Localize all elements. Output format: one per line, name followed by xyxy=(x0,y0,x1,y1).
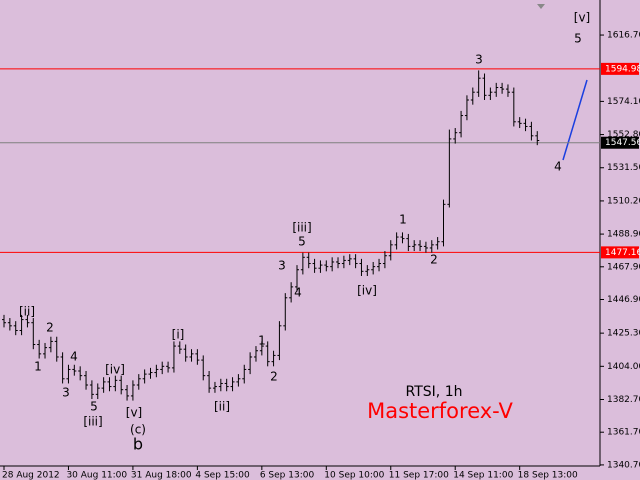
wave-label: 3 xyxy=(62,386,70,400)
chart-title: RTSI, 1h xyxy=(406,384,463,400)
wave-label: 2 xyxy=(430,253,438,267)
y-tick-label: 1531.50 xyxy=(607,163,640,173)
wave-label: [iv] xyxy=(105,363,125,377)
wave-label: 2 xyxy=(270,370,278,384)
wave-label: 1 xyxy=(399,213,407,227)
wave-label: [i] xyxy=(172,328,185,342)
wave-label: 4 xyxy=(554,160,562,174)
x-tick-label: 10 Sep 10:00 xyxy=(324,471,384,480)
wave-label: 5 xyxy=(298,235,306,249)
x-tick-label: 11 Sep 17:00 xyxy=(389,471,449,480)
level-box xyxy=(601,62,639,75)
wave-label: 4 xyxy=(294,286,302,300)
chart-subtitle: Masterforex-V xyxy=(367,399,513,423)
x-tick-label: 4 Sep 15:00 xyxy=(195,471,250,480)
level-label: 1594.98 xyxy=(605,64,640,74)
y-tick-label: 1382.70 xyxy=(607,395,640,405)
y-tick-label: 1425.30 xyxy=(607,329,640,339)
level-label: 1547.56 xyxy=(605,138,640,148)
x-tick-label: 14 Sep 11:00 xyxy=(453,471,513,480)
y-tick-label: 1446.90 xyxy=(607,295,640,305)
wave-label: 5 xyxy=(90,400,98,414)
level-box xyxy=(601,136,639,149)
y-tick-label: 1574.10 xyxy=(607,97,640,107)
wave-label: (c) xyxy=(130,423,146,437)
projection-line xyxy=(562,79,588,161)
y-tick-label: 1510.20 xyxy=(607,196,640,206)
wave-label: 3 xyxy=(475,53,483,67)
y-tick-label: 1404.00 xyxy=(607,362,640,372)
y-tick-label: 1616.70 xyxy=(607,31,640,41)
x-tick-label: 6 Sep 13:00 xyxy=(260,471,315,480)
wave-label: [iii] xyxy=(83,415,102,429)
wave-label: 3 xyxy=(278,259,286,273)
x-tick-label: 28 Aug 2012 xyxy=(2,471,60,480)
y-tick-label: 1552.80 xyxy=(607,130,640,140)
wave-label: 2 xyxy=(46,321,54,335)
wave-label: [ii] xyxy=(214,400,230,414)
y-tick-label: 1340.70 xyxy=(607,460,640,470)
y-tick-label: 1467.90 xyxy=(607,262,640,272)
wave-label: 4 xyxy=(70,350,78,364)
x-tick-label: 18 Sep 13:00 xyxy=(518,471,578,480)
wave-label: 1 xyxy=(258,334,266,348)
wave-label: b xyxy=(133,435,143,454)
wave-label: 1 xyxy=(34,360,42,374)
x-tick-label: 31 Aug 18:00 xyxy=(131,471,192,480)
wave-label: [iv] xyxy=(357,284,377,298)
level-label: 1477.16 xyxy=(605,248,640,258)
wave-label: 5 xyxy=(574,32,582,46)
level-box xyxy=(601,246,639,259)
wave-label: [ii] xyxy=(19,305,35,319)
wave-label: [v] xyxy=(574,11,590,25)
scroll-marker xyxy=(537,4,545,9)
wave-label: [v] xyxy=(126,406,142,420)
wave-label: [iii] xyxy=(292,221,311,235)
x-tick-label: 30 Aug 11:00 xyxy=(66,471,127,480)
y-tick-label: 1361.70 xyxy=(607,428,640,438)
y-tick-label: 1488.90 xyxy=(607,230,640,240)
